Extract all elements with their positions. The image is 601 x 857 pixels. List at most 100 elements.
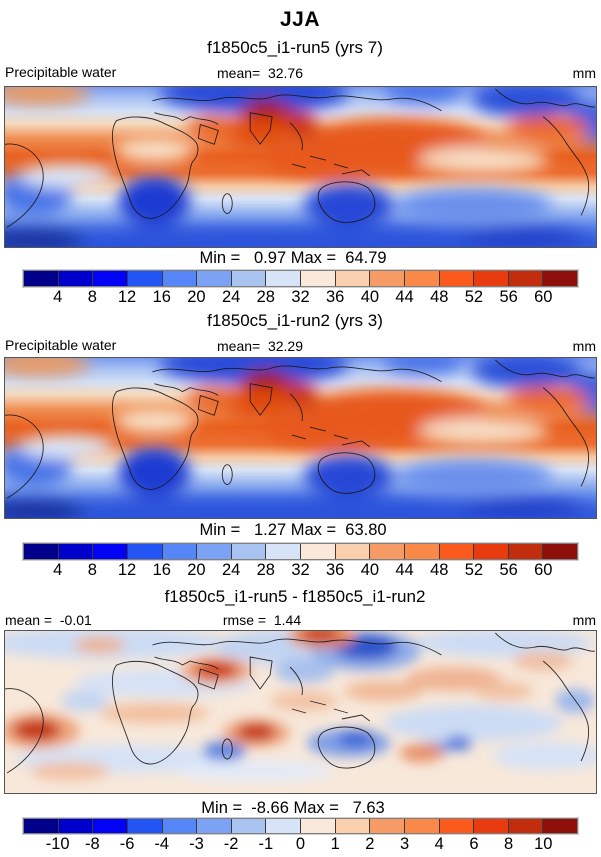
panel3-subtitle: f1850c5_i1-run5 - f1850c5_i1-run2	[164, 587, 426, 606]
colorbar-tick-label: -3	[189, 835, 204, 853]
panel3-minmax: Min = -8.66 Max = 7.63	[201, 799, 385, 817]
colorbar-cell	[543, 819, 577, 833]
precip-difference-map	[5, 631, 596, 793]
colorbar-cell	[301, 544, 336, 559]
colorbar-tick-label: 36	[326, 561, 345, 579]
colorbar-tick-label: 3	[399, 835, 410, 853]
colorbar-tick-label: 28	[256, 288, 275, 306]
colorbar-tick-label: -6	[119, 835, 135, 853]
colorbar-tick-label: 12	[117, 561, 137, 579]
panel2-map	[4, 357, 597, 519]
colorbar-cell	[24, 271, 59, 286]
colorbar-cell	[24, 544, 59, 559]
figure-title: JJA	[279, 8, 321, 31]
panel1-map	[4, 86, 597, 248]
panel3-mean-label: mean = -0.01	[5, 612, 92, 628]
panel3-colorbar	[23, 818, 578, 834]
colorbar-cell	[370, 271, 405, 286]
panel1-units-label: mm	[572, 65, 596, 81]
colorbar-tick-label: 44	[395, 561, 414, 579]
colorbar-cell	[474, 544, 509, 559]
panel1-colorbar	[23, 270, 578, 287]
colorbar-tick-label: -1	[258, 835, 274, 853]
colorbar-cell	[266, 819, 301, 833]
colorbar-tick-label: 52	[464, 561, 484, 579]
colorbar-cell	[543, 271, 577, 286]
colorbar-tick-label: 12	[117, 288, 137, 306]
colorbar-tick-label: 0	[295, 835, 306, 853]
panel2-mean-label: mean= 32.29	[216, 338, 304, 354]
panel1-field-label: Precipitable water	[5, 64, 117, 80]
colorbar-tick-label: 4	[53, 288, 63, 306]
panel3-units-label: mm	[572, 612, 596, 628]
precip-map-run5	[5, 87, 596, 247]
colorbar-tick-label: 24	[221, 561, 241, 579]
colorbar-tick-label: 20	[187, 288, 206, 306]
colorbar-cell	[231, 819, 267, 833]
colorbar-tick-label: 32	[291, 561, 310, 579]
colorbar-tick-label: 10	[534, 835, 553, 853]
colorbar-cell	[508, 544, 544, 559]
colorbar-cell	[24, 819, 59, 833]
panel2-units-label: mm	[572, 338, 596, 354]
colorbar-tick-label: 8	[87, 561, 97, 579]
colorbar-tick-label: -10	[45, 835, 70, 853]
panel2-minmax: Min = 1.27 Max = 63.80	[199, 521, 387, 539]
panel2-subtitle: f1850c5_i1-run2 (yrs 3)	[207, 311, 383, 330]
colorbar-cell	[508, 819, 544, 833]
colorbar-tick-label: 32	[291, 288, 310, 306]
colorbar-tick-label: -8	[85, 835, 100, 853]
colorbar-tick-label: 56	[499, 288, 518, 306]
colorbar-tick-label: 8	[87, 288, 97, 306]
colorbar-cell	[370, 544, 405, 559]
colorbar-cell	[439, 819, 475, 833]
colorbar-cell	[474, 819, 509, 833]
panel3-colorbar-ticks: -10 -8 -6 -4 -3 -2 -1 0 1 2 3 4 6 8 10	[23, 835, 578, 853]
colorbar-tick-label: 16	[152, 561, 171, 579]
colorbar-tick-label: 4	[53, 561, 63, 579]
colorbar-tick-label: 36	[326, 288, 345, 306]
colorbar-cell	[162, 271, 198, 286]
panel2-field-label: Precipitable water	[5, 337, 117, 353]
colorbar-cell	[58, 819, 94, 833]
panel1-mean-label: mean= 32.76	[216, 65, 304, 81]
colorbar-cell	[439, 271, 475, 286]
colorbar-cell	[127, 271, 163, 286]
colorbar-tick-label: 24	[221, 288, 241, 306]
panel3-map	[4, 630, 597, 794]
panel2-colorbar-ticks: 4 8 12 16 20 24 28 32 36 40 44 48 52 56 60	[23, 561, 578, 579]
colorbar-cell	[93, 271, 128, 286]
colorbar-cell	[197, 544, 232, 559]
panel3-rmse-label: rmse = 1.44	[222, 612, 302, 628]
colorbar-cell	[231, 544, 267, 559]
colorbar-tick-label: 44	[395, 288, 414, 306]
colorbar-cell	[162, 819, 198, 833]
colorbar-cell	[58, 544, 94, 559]
colorbar-tick-label: 40	[360, 561, 380, 579]
colorbar-tick-label: -2	[223, 835, 239, 853]
colorbar-cell	[404, 271, 440, 286]
colorbar-cell	[474, 271, 509, 286]
colorbar-cell	[335, 819, 371, 833]
colorbar-cell	[439, 544, 475, 559]
panel1-colorbar-ticks: 4 8 12 16 20 24 28 32 36 40 44 48 52 56 60	[23, 288, 578, 306]
panel1-minmax: Min = 0.97 Max = 64.79	[199, 249, 387, 267]
colorbar-cell	[301, 271, 336, 286]
colorbar-tick-label: 16	[152, 288, 171, 306]
colorbar-tick-label: 8	[504, 835, 514, 853]
colorbar-tick-label: 28	[256, 561, 275, 579]
colorbar-cell	[266, 544, 301, 559]
colorbar-cell	[197, 271, 232, 286]
colorbar-tick-label: 56	[499, 561, 518, 579]
colorbar-tick-label: 6	[469, 835, 479, 853]
colorbar-cell	[335, 544, 371, 559]
colorbar-cell	[162, 544, 198, 559]
colorbar-tick-label: 20	[187, 561, 206, 579]
colorbar-tick-label: 1	[330, 835, 340, 853]
colorbar-tick-label: 4	[434, 835, 444, 853]
colorbar-cell	[508, 271, 544, 286]
colorbar-cell	[93, 544, 128, 559]
panel2-colorbar	[23, 543, 578, 560]
colorbar-cell	[335, 271, 371, 286]
